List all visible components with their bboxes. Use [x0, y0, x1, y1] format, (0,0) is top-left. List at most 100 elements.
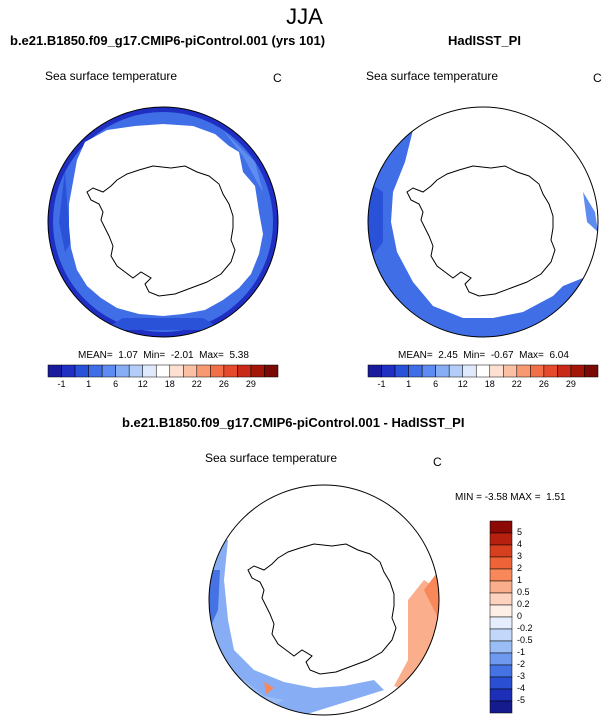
diff-colorbar-swatch	[489, 640, 513, 654]
model-colorbar-swatch	[128, 364, 143, 378]
obs-colorbar-tick-label: 22	[511, 379, 522, 389]
model-colorbar-swatch	[237, 364, 252, 378]
main-title: JJA	[286, 4, 323, 29]
diff-panel-title: b.e21.B1850.f09_g17.CMIP6-piControl.001 …	[122, 415, 465, 430]
model-variable-label: Sea surface temperature	[45, 69, 178, 83]
model-colorbar-tick-label: 18	[164, 379, 175, 389]
obs-colorbar-swatch	[367, 364, 382, 378]
obs-colorbar-swatch	[394, 364, 409, 378]
diff-colorbar	[489, 520, 513, 714]
diff-colorbar-swatch	[489, 604, 513, 618]
model-colorbar-tick-label: 29	[245, 379, 256, 389]
diff-colorbar-tick-label: -4	[517, 683, 526, 693]
obs-colorbar-swatch	[435, 364, 450, 378]
obs-colorbar-tick-label: 29	[565, 379, 576, 389]
obs-colorbar-swatch	[489, 364, 504, 378]
obs-colorbar-tick-label: 26	[538, 379, 549, 389]
model-colorbar-swatch	[250, 364, 265, 378]
diff-colorbar-tick-label: 2	[517, 563, 523, 573]
diff-colorbar-tick-label: 5	[517, 527, 523, 537]
obs-colorbar-swatch	[475, 364, 491, 378]
obs-colorbar-tick-label: -1	[377, 379, 386, 389]
model-map	[47, 106, 279, 338]
obs-colorbar-swatch	[503, 364, 518, 378]
obs-variable-label: Sea surface temperature	[366, 69, 499, 83]
diff-units-label: C	[433, 455, 442, 469]
model-colorbar-tick-label: 6	[113, 379, 119, 389]
diff-colorbar-swatch	[489, 520, 513, 534]
diff-colorbar-swatch	[489, 568, 513, 582]
diff-colorbar-swatch	[489, 688, 513, 702]
model-colorbar-swatch	[61, 364, 76, 378]
obs-colorbar-swatch	[462, 364, 477, 378]
model-units-label: C	[273, 71, 282, 85]
obs-colorbar-tick-label: 12	[457, 379, 468, 389]
diff-colorbar-swatch	[489, 592, 513, 606]
model-colorbar-swatch	[169, 364, 184, 378]
diff-colorbar-tick-label: 0.5	[517, 587, 530, 597]
model-colorbar-swatch	[196, 364, 211, 378]
obs-colorbar-tick-label: 18	[484, 379, 495, 389]
obs-colorbar-tick-label: 1	[406, 379, 412, 389]
diff-colorbar-swatch	[489, 700, 513, 714]
obs-units-label: C	[593, 71, 602, 85]
obs-colorbar-swatch	[543, 364, 558, 378]
obs-colorbar	[367, 364, 599, 378]
diff-colorbar-tick-label: 0.2	[517, 599, 530, 609]
model-panel-title: b.e21.B1850.f09_g17.CMIP6-piControl.001 …	[10, 33, 326, 48]
diff-colorbar-swatch	[489, 532, 513, 546]
diff-colorbar-swatch	[489, 616, 513, 630]
model-colorbar-swatch	[47, 364, 62, 378]
obs-colorbar-swatch	[381, 364, 396, 378]
obs-colorbar-swatch	[570, 364, 585, 378]
diff-variable-label: Sea surface temperature	[205, 451, 338, 465]
model-colorbar-tick-label: -1	[57, 379, 66, 389]
diff-colorbar-tick-label: -0.2	[517, 623, 533, 633]
diff-colorbar-tick-label: -5	[517, 695, 526, 705]
diff-colorbar-tick-label: -0.5	[517, 635, 533, 645]
diff-colorbar-tick-label: 3	[517, 551, 523, 561]
model-colorbar-swatch	[210, 364, 225, 378]
model-colorbar-swatch	[101, 364, 116, 378]
model-colorbar	[47, 364, 279, 378]
diff-colorbar-swatch	[489, 628, 513, 642]
obs-colorbar-swatch	[448, 364, 463, 378]
diff-colorbar-tick-label: 4	[517, 539, 523, 549]
diff-colorbar-swatch	[489, 580, 513, 594]
diff-colorbar-tick-label: -2	[517, 659, 526, 669]
model-colorbar-tick-label: 22	[191, 379, 202, 389]
obs-map	[367, 106, 599, 338]
diff-colorbar-tick-label: -1	[517, 647, 526, 657]
diff-colorbar-swatch	[489, 544, 513, 558]
model-colorbar-swatch	[88, 364, 103, 378]
model-stats: MEAN= 1.07 Min= -2.01 Max= 5.38	[78, 350, 249, 361]
obs-stats: MEAN= 2.45 Min= -0.67 Max= 6.04	[398, 350, 569, 361]
diff-colorbar-tick-label: 1	[517, 575, 523, 585]
model-colorbar-swatch	[74, 364, 89, 378]
model-colorbar-tick-label: 1	[86, 379, 92, 389]
diff-colorbar-tick-label: -3	[517, 671, 526, 681]
diff-colorbar-swatch	[489, 664, 513, 678]
diff-colorbar-swatch	[489, 676, 513, 690]
obs-colorbar-swatch	[516, 364, 531, 378]
model-colorbar-tick-label: 12	[137, 379, 148, 389]
diff-map	[208, 484, 440, 716]
obs-colorbar-swatch	[584, 364, 599, 378]
obs-colorbar-swatch	[408, 364, 423, 378]
obs-panel-title: HadISST_PI	[448, 33, 521, 48]
obs-colorbar-swatch	[530, 364, 545, 378]
model-colorbar-swatch	[115, 364, 130, 378]
obs-colorbar-swatch	[421, 364, 436, 378]
model-colorbar-swatch	[155, 364, 171, 378]
diff-colorbar-tick-label: 0	[517, 611, 523, 621]
model-colorbar-swatch	[264, 364, 279, 378]
diff-colorbar-swatch	[489, 652, 513, 666]
model-colorbar-swatch	[223, 364, 238, 378]
diff-colorbar-swatch	[489, 556, 513, 570]
diff-stats: MIN = -3.58 MAX = 1.51	[455, 492, 566, 503]
model-colorbar-swatch	[183, 364, 198, 378]
model-colorbar-swatch	[142, 364, 157, 378]
model-colorbar-tick-label: 26	[218, 379, 229, 389]
obs-colorbar-swatch	[557, 364, 572, 378]
